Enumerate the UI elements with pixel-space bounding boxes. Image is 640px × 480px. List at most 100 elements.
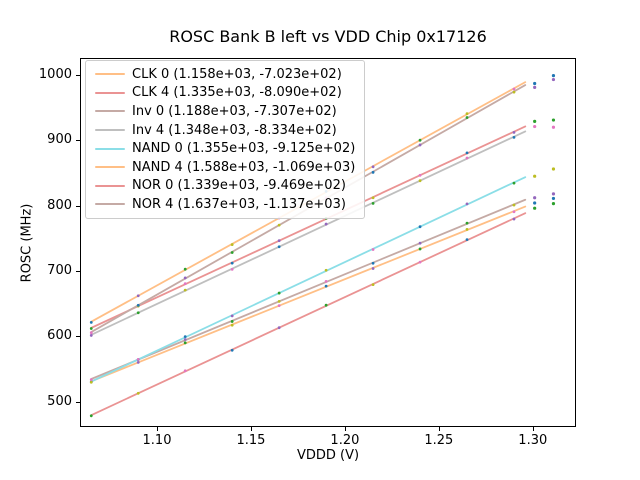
legend-row-inv-0: Inv 0 (1.188e+03, -7.307e+02) (95, 102, 355, 121)
y-tick-label: 800 (47, 197, 72, 213)
legend-row-inv-4: Inv 4 (1.348e+03, -8.334e+02) (95, 121, 355, 140)
data-point (136, 294, 140, 298)
data-point (136, 360, 140, 364)
x-tick-label: 1.20 (330, 433, 360, 448)
x-tick-label: 1.10 (142, 433, 172, 448)
data-point (418, 247, 422, 251)
data-point (277, 223, 281, 227)
x-tick-label: 1.15 (236, 433, 266, 448)
data-point (183, 276, 187, 280)
data-point (465, 151, 469, 155)
outlier-point (551, 202, 556, 206)
y-tick-label: 600 (47, 328, 72, 344)
x-tick-label: 1.25 (424, 433, 454, 448)
data-point (89, 320, 93, 324)
data-point (512, 181, 516, 185)
data-point (230, 251, 234, 254)
legend-row-nor-4: NOR 4 (1.637e+03, -1.137e+03) (95, 195, 355, 214)
legend-line-sample (95, 91, 125, 94)
outlier-point (533, 124, 537, 129)
data-point (136, 311, 140, 315)
outlier-point (533, 81, 537, 86)
data-point (371, 267, 375, 270)
data-point (465, 112, 469, 116)
fit-line-nor-0 (90, 212, 527, 417)
y-tick-mark (76, 74, 80, 76)
y-tick-label: 1000 (38, 66, 72, 82)
data-point (371, 170, 375, 174)
data-point (89, 327, 93, 330)
data-point (230, 314, 234, 318)
outlier-point (551, 74, 556, 78)
data-point (183, 267, 187, 271)
legend-line-sample (95, 73, 125, 76)
data-point (136, 358, 140, 361)
data-point (183, 338, 187, 341)
legend-label: NOR 0 (1.339e+03, -9.469e+02) (132, 178, 346, 194)
data-point (512, 210, 516, 214)
data-point (324, 303, 328, 307)
data-point (465, 156, 469, 160)
data-point (230, 320, 234, 323)
data-point (277, 245, 281, 249)
data-point (324, 284, 328, 288)
data-point (183, 288, 187, 292)
data-point (512, 217, 516, 221)
data-point (371, 261, 375, 265)
data-point (89, 331, 93, 335)
outlier-point (533, 201, 537, 205)
fit-line-inv-4 (90, 130, 527, 336)
legend: CLK 0 (1.158e+03, -7.023e+02) CLK 4 (1.33… (85, 60, 366, 219)
outlier-point (551, 196, 556, 201)
data-point (230, 348, 234, 352)
data-point (277, 304, 281, 308)
data-point (371, 201, 375, 205)
outlier-point (551, 125, 556, 129)
data-point (136, 303, 140, 307)
data-point (371, 283, 375, 287)
data-point (230, 323, 234, 327)
data-point (324, 279, 328, 283)
data-point (418, 143, 422, 147)
data-point (183, 282, 187, 286)
data-point (418, 260, 422, 264)
data-point (89, 380, 93, 384)
data-point (136, 391, 140, 395)
outlier-point (533, 206, 537, 210)
legend-label: NAND 4 (1.588e+03, -1.069e+03) (132, 159, 356, 175)
fit-line-nand-0 (90, 176, 527, 383)
y-tick-mark (76, 270, 80, 272)
legend-label: CLK 0 (1.158e+03, -7.023e+02) (132, 66, 342, 82)
x-axis-label: VDDD (V) (296, 448, 360, 463)
data-point (183, 335, 187, 339)
x-tick-label: 1.30 (518, 433, 548, 448)
data-point (89, 334, 93, 337)
y-tick-mark (76, 205, 80, 207)
data-point (512, 90, 516, 94)
legend-label: NOR 4 (1.637e+03, -1.137e+03) (132, 196, 346, 212)
data-point (418, 225, 422, 229)
legend-line-sample (95, 203, 125, 206)
legend-line-sample (95, 110, 125, 113)
data-point (371, 196, 375, 200)
data-point (465, 238, 469, 242)
x-tick-mark (344, 427, 346, 431)
outlier-point (533, 85, 537, 89)
data-point (512, 135, 516, 139)
data-point (230, 243, 234, 246)
outlier-point (551, 192, 556, 196)
data-point (371, 248, 375, 251)
outlier-point (551, 118, 556, 122)
legend-label: Inv 0 (1.188e+03, -7.307e+02) (132, 103, 337, 119)
data-point (465, 116, 469, 119)
data-point (418, 241, 422, 245)
data-point (512, 130, 516, 134)
data-point (277, 291, 281, 295)
data-point (418, 179, 422, 183)
data-point (418, 138, 422, 142)
legend-row-nand-0: NAND 0 (1.355e+03, -9.125e+02) (95, 139, 355, 158)
legend-row-clk-0: CLK 0 (1.158e+03, -7.023e+02) (95, 65, 355, 84)
y-tick-mark (76, 140, 80, 142)
data-point (512, 87, 516, 91)
